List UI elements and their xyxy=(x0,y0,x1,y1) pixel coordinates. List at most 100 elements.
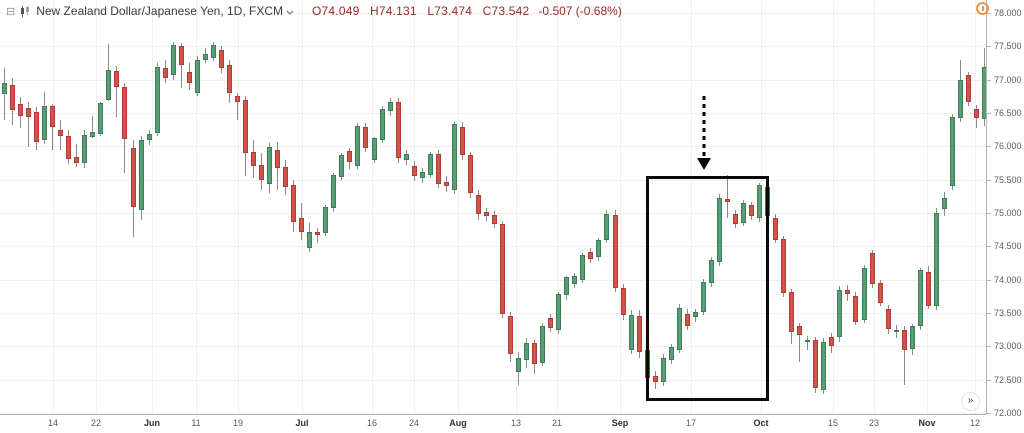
candle-wick xyxy=(896,325,897,339)
gridline-vertical xyxy=(620,0,621,414)
candle-body xyxy=(10,85,15,110)
data-delay-warning-icon[interactable] xyxy=(976,2,989,15)
candle-body xyxy=(725,199,730,202)
candle-body xyxy=(974,109,979,119)
gridline-vertical xyxy=(691,0,692,414)
gridline-horizontal xyxy=(0,13,986,14)
candle-body xyxy=(637,315,642,353)
candle-wick xyxy=(92,116,93,139)
candle-body xyxy=(613,215,618,289)
gridline-horizontal xyxy=(0,113,986,114)
low-value: L73.474 xyxy=(427,4,473,18)
candle-body xyxy=(934,213,939,306)
price-axis-label: 74.000 xyxy=(994,274,1022,285)
candle-body xyxy=(878,283,883,303)
price-tick xyxy=(987,379,991,381)
candle-body xyxy=(315,231,320,235)
gridline-horizontal xyxy=(0,279,986,281)
candle-body xyxy=(629,315,634,350)
candle-body xyxy=(829,337,834,347)
candlestick-chart-icon xyxy=(20,5,31,17)
price-axis-label: 76.500 xyxy=(994,108,1022,118)
symbol-title[interactable]: New Zealand Dollar/Japanese Yen, 1D, FXC… xyxy=(36,4,284,18)
price-axis[interactable]: 78.000 77.500 77.000 76.500 76.000 75.500 75.0… xyxy=(987,0,1024,418)
candle-body xyxy=(372,138,377,160)
gridline-horizontal xyxy=(0,379,986,381)
candle-body xyxy=(66,135,71,159)
candle-wick xyxy=(904,325,905,385)
candle-body xyxy=(243,99,248,153)
high-value: H74.131 xyxy=(370,4,417,18)
candle-body xyxy=(452,124,457,191)
gridline-horizontal xyxy=(0,246,986,248)
candle-body xyxy=(982,67,986,119)
candle-body xyxy=(50,106,55,127)
candle-body xyxy=(685,313,690,326)
candle-body xyxy=(862,268,867,320)
candle-body xyxy=(580,255,585,281)
candle-body xyxy=(902,329,907,350)
time-axis-label-day: 15 xyxy=(827,418,839,428)
candle-body xyxy=(781,239,786,293)
candle-body xyxy=(604,213,609,240)
chevron-down-icon[interactable] xyxy=(286,10,294,15)
candle-wick xyxy=(116,66,117,117)
candle-body xyxy=(886,309,891,329)
candle-body xyxy=(805,340,810,343)
candle-body xyxy=(155,67,160,133)
annotation-rectangle xyxy=(646,176,769,401)
price-tick xyxy=(987,113,991,114)
candle-body xyxy=(195,59,200,93)
candle-body xyxy=(926,271,931,306)
candle-body xyxy=(733,213,738,225)
gridline-horizontal xyxy=(0,146,986,148)
candle-body xyxy=(942,198,947,209)
candle-body xyxy=(749,205,754,217)
candle-body xyxy=(380,109,385,140)
price-tick xyxy=(987,313,991,314)
time-axis-label-day: 13 xyxy=(510,418,522,428)
candle-body xyxy=(693,312,698,317)
candle-body xyxy=(958,79,963,119)
gridline-vertical xyxy=(302,0,303,414)
time-axis-label-month: Jun xyxy=(143,418,161,428)
candle-body xyxy=(540,326,545,363)
time-axis[interactable]: 14 22 Jun 11 19 Jul 16 24 Aug 13 21 Sep 17 Oct 15 23 Nov… xyxy=(0,415,987,433)
candle-body xyxy=(701,281,706,312)
candle-body xyxy=(307,231,312,248)
candle-body xyxy=(82,135,87,163)
candle-body xyxy=(404,153,409,160)
gridline-vertical xyxy=(196,0,197,414)
candle-body xyxy=(396,101,401,159)
gridline-horizontal xyxy=(0,346,986,348)
candle-body xyxy=(789,292,794,332)
candle-body xyxy=(331,175,336,209)
time-axis-label-day: 21 xyxy=(551,418,563,428)
time-axis-label-day: 17 xyxy=(685,418,697,428)
price-axis-label: 72.000 xyxy=(994,408,1022,418)
time-axis-label-day: 19 xyxy=(232,418,244,428)
candle-body xyxy=(621,288,626,315)
candle-body xyxy=(444,182,449,186)
go-to-realtime-button[interactable]: » xyxy=(961,392,980,411)
candle-body xyxy=(106,69,111,100)
gridline-vertical xyxy=(238,0,239,414)
candle-body xyxy=(251,151,256,167)
gridline-horizontal xyxy=(0,46,986,48)
price-tick xyxy=(987,146,991,148)
candle-body xyxy=(34,111,39,142)
candle-body xyxy=(845,290,850,295)
candle-body xyxy=(709,259,714,283)
gridline-vertical xyxy=(557,0,558,414)
candle-body xyxy=(122,87,127,139)
candle-wick xyxy=(28,101,29,147)
collapse-legend-icon[interactable]: ⊟ xyxy=(6,5,16,18)
candle-body xyxy=(211,45,216,59)
candle-body xyxy=(516,358,521,372)
candle-wick xyxy=(807,336,808,350)
candle-body xyxy=(870,253,875,285)
candle-body xyxy=(203,54,208,60)
candle-body xyxy=(26,108,31,117)
candle-body xyxy=(355,125,360,166)
candle-body xyxy=(918,269,923,327)
